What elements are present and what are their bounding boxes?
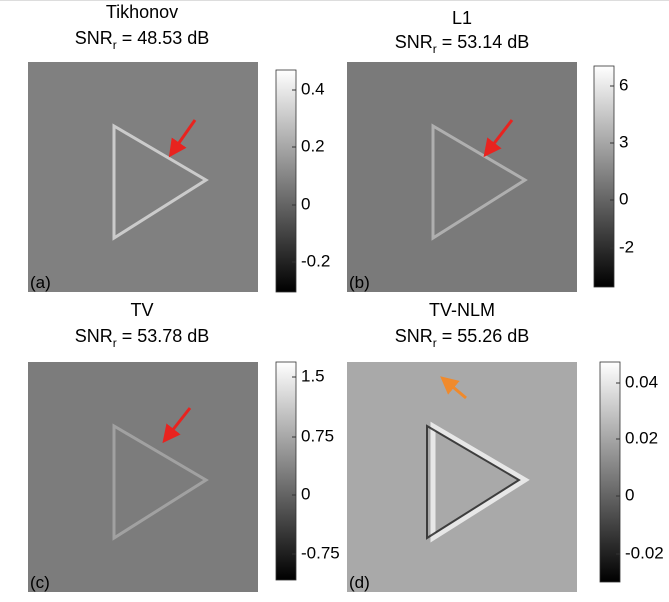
panel-title: TV [130, 300, 153, 320]
snr-main: SNR [75, 326, 113, 346]
panel-label: (a) [30, 273, 51, 292]
colorbar [600, 362, 620, 582]
colorbar-tick-label: -0.02 [625, 543, 664, 562]
reconstruction-image [28, 62, 258, 292]
colorbar-tick-label: 6 [619, 75, 628, 94]
panel-title: Tikhonov [106, 2, 178, 22]
colorbar-tick-label: -2 [619, 237, 634, 256]
snr-value: = 55.26 dB [437, 326, 530, 346]
colorbar-tick-label: 0 [301, 194, 310, 213]
panel-label: (b) [349, 273, 370, 292]
snr-value: = 48.53 dB [117, 28, 210, 48]
reconstruction-image [28, 362, 258, 592]
figure: Tikhonov SNRr = 48.53 dB (a) 0.4 0.2 0 -0.2 L1 S… [0, 0, 669, 602]
colorbar-tick-label: 0 [301, 484, 310, 503]
colorbar-tick-label: 0.04 [625, 372, 658, 391]
snr-value: = 53.78 dB [117, 326, 210, 346]
colorbar-tick-label: 0.02 [625, 428, 658, 447]
panel-label: (c) [30, 573, 50, 592]
colorbar-tick-label: 0 [625, 485, 634, 504]
colorbar-tick-label: 0 [619, 189, 628, 208]
snr-main: SNR [75, 28, 113, 48]
reconstruction-image [347, 62, 577, 292]
snr-main: SNR [395, 326, 433, 346]
colorbar [276, 362, 296, 580]
snr-main: SNR [395, 32, 433, 52]
colorbar-tick-label: 3 [619, 132, 628, 151]
colorbar-tick-label: -0.2 [301, 251, 330, 270]
panel-title: L1 [452, 8, 472, 28]
snr-label: SNRr = 48.53 dB [75, 28, 210, 52]
colorbar [594, 66, 614, 287]
colorbar-tick-label: 0.75 [301, 426, 334, 445]
panel-title: TV-NLM [429, 300, 495, 320]
colorbar-tick-label: 0.4 [301, 79, 325, 98]
snr-value: = 53.14 dB [437, 32, 530, 52]
snr-label: SNRr = 55.26 dB [395, 326, 530, 350]
snr-label: SNRr = 53.78 dB [75, 326, 210, 350]
colorbar-tick-label: 0.2 [301, 136, 325, 155]
colorbar-tick-label: -0.75 [301, 543, 340, 562]
panel-label: (d) [349, 573, 370, 592]
colorbar [276, 70, 296, 292]
colorbar-tick-label: 1.5 [301, 366, 325, 385]
snr-label: SNRr = 53.14 dB [395, 32, 530, 56]
